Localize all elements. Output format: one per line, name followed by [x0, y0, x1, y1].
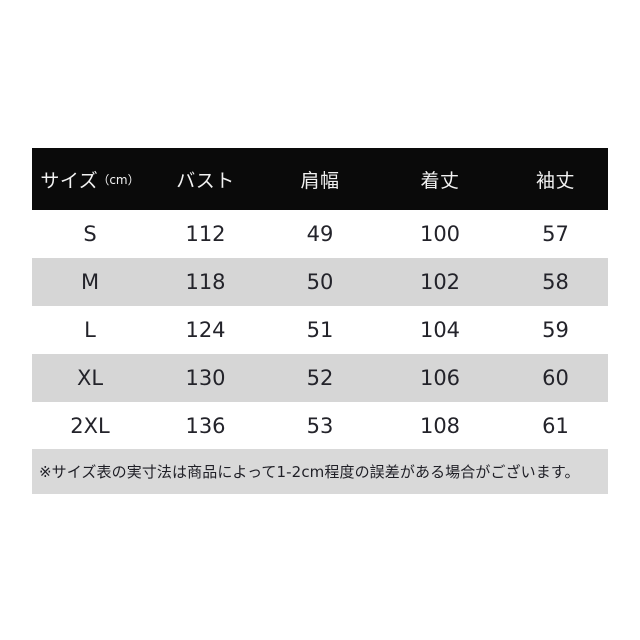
- column-header-size: サイズ （cm）: [32, 148, 148, 210]
- cell-size: XL: [76, 366, 104, 390]
- column-header-size-label: サイズ: [40, 169, 99, 192]
- table-row: 2XL 136 53 108 61: [32, 402, 608, 450]
- cell-size: S: [83, 222, 97, 246]
- table-row: S 112 49 100 57: [32, 210, 608, 258]
- cell-bust: 118: [185, 270, 226, 294]
- cell-size: M: [80, 270, 100, 294]
- cell-length: 106: [419, 366, 461, 390]
- column-header-sleeve: 袖丈: [535, 169, 575, 192]
- cell-size: L: [84, 318, 96, 342]
- cell-sleeve: 61: [542, 414, 569, 438]
- cell-shoulder: 50: [306, 270, 334, 294]
- cell-bust: 112: [185, 222, 226, 246]
- cell-length: 100: [419, 222, 461, 246]
- cell-length: 102: [419, 270, 461, 294]
- cell-size: 2XL: [70, 414, 110, 438]
- size-note-band: ※サイズ表の実寸法は商品によって1-2cm程度の誤差がある場合がございます。: [32, 449, 608, 494]
- cell-sleeve: 58: [542, 270, 569, 294]
- column-header-shoulder: 肩幅: [300, 169, 340, 192]
- cell-bust: 136: [185, 414, 226, 438]
- cell-shoulder: 52: [306, 366, 334, 390]
- table-row: XL 130 52 106 60: [32, 354, 608, 402]
- cell-length: 108: [419, 414, 461, 438]
- column-header-size-unit: （cm）: [97, 172, 140, 187]
- cell-sleeve: 60: [542, 366, 569, 390]
- cell-sleeve: 59: [542, 318, 569, 342]
- size-table: サイズ （cm） バスト 肩幅 着丈 袖丈 S 112 49 100 57 M 1…: [32, 148, 608, 450]
- cell-shoulder: 51: [306, 318, 334, 342]
- cell-sleeve: 57: [542, 222, 569, 246]
- column-header-length: 着丈: [420, 169, 460, 192]
- cell-shoulder: 49: [306, 222, 334, 246]
- cell-length: 104: [419, 318, 461, 342]
- cell-bust: 124: [185, 318, 226, 342]
- table-header-row: サイズ （cm） バスト 肩幅 着丈 袖丈: [32, 148, 608, 210]
- column-header-bust: バスト: [176, 169, 235, 192]
- table-row: L 124 51 104 59: [32, 306, 608, 354]
- cell-shoulder: 53: [306, 414, 334, 438]
- table-row: M 118 50 102 58: [32, 258, 608, 306]
- cell-bust: 130: [185, 366, 226, 390]
- size-note-text: ※サイズ表の実寸法は商品によって1-2cm程度の誤差がある場合がございます。: [39, 463, 580, 481]
